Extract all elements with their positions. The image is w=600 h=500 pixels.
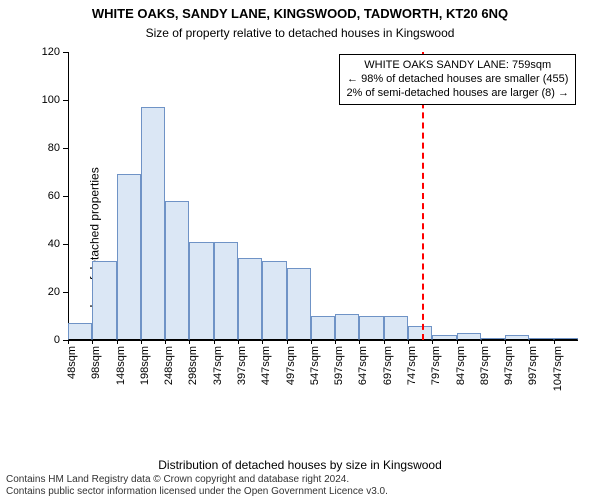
- x-axis: [68, 340, 578, 341]
- x-tick-label: 48sqm: [66, 346, 78, 379]
- x-axis-label: Distribution of detached houses by size …: [0, 458, 600, 472]
- x-tick: [262, 340, 263, 344]
- x-tick: [554, 340, 555, 344]
- histogram-bar: [68, 323, 92, 340]
- x-tick: [92, 340, 93, 344]
- histogram-bar: [359, 316, 383, 340]
- x-tick: [505, 340, 506, 344]
- y-tick-label: 100: [30, 94, 60, 106]
- histogram-bar: [554, 338, 578, 340]
- x-tick-label: 1047sqm: [552, 346, 564, 391]
- x-tick-label: 248sqm: [163, 346, 175, 385]
- annotation-line: 2% of semi-detached houses are larger (8…: [346, 87, 569, 101]
- y-tick-label: 40: [30, 238, 60, 250]
- histogram-bar: [262, 261, 286, 340]
- x-tick: [481, 340, 482, 344]
- chart-subtitle: Size of property relative to detached ho…: [0, 26, 600, 40]
- x-tick-label: 198sqm: [139, 346, 151, 385]
- chart-title: WHITE OAKS, SANDY LANE, KINGSWOOD, TADWO…: [0, 6, 600, 21]
- x-tick-label: 98sqm: [90, 346, 102, 379]
- plot-area: 02040608010012048sqm98sqm148sqm198sqm248…: [68, 48, 578, 396]
- histogram-bar: [505, 335, 529, 340]
- x-tick: [117, 340, 118, 344]
- x-tick: [529, 340, 530, 344]
- x-tick-label: 298sqm: [187, 346, 199, 385]
- x-tick: [408, 340, 409, 344]
- x-tick: [141, 340, 142, 344]
- x-tick-label: 597sqm: [333, 346, 345, 385]
- x-tick: [384, 340, 385, 344]
- histogram-bar: [529, 338, 553, 340]
- histogram-bar: [141, 107, 165, 340]
- x-tick-label: 497sqm: [285, 346, 297, 385]
- x-tick: [189, 340, 190, 344]
- histogram-bar: [189, 242, 213, 340]
- x-tick: [287, 340, 288, 344]
- y-tick: [63, 148, 68, 149]
- x-tick-label: 897sqm: [479, 346, 491, 385]
- x-tick-label: 447sqm: [260, 346, 272, 385]
- x-tick-label: 347sqm: [212, 346, 224, 385]
- x-tick-label: 148sqm: [115, 346, 127, 385]
- y-tick: [63, 52, 68, 53]
- histogram-bar: [335, 314, 359, 340]
- histogram-bar: [92, 261, 116, 340]
- y-tick: [63, 244, 68, 245]
- attribution-text: Contains HM Land Registry data © Crown c…: [6, 474, 594, 498]
- x-tick-label: 847sqm: [455, 346, 467, 385]
- y-tick: [63, 292, 68, 293]
- histogram-bar: [408, 326, 432, 340]
- x-tick: [335, 340, 336, 344]
- y-axis: [68, 52, 69, 340]
- attribution-line: Contains HM Land Registry data © Crown c…: [6, 474, 594, 486]
- histogram-bar: [238, 258, 262, 340]
- histogram-bar: [165, 201, 189, 340]
- annotation-box: WHITE OAKS SANDY LANE: 759sqm← 98% of de…: [339, 54, 576, 105]
- x-tick-label: 547sqm: [309, 346, 321, 385]
- x-tick-label: 397sqm: [236, 346, 248, 385]
- y-tick: [63, 100, 68, 101]
- histogram-bar: [457, 333, 481, 340]
- x-tick: [311, 340, 312, 344]
- annotation-line: WHITE OAKS SANDY LANE: 759sqm: [346, 59, 569, 73]
- x-tick: [359, 340, 360, 344]
- x-tick: [214, 340, 215, 344]
- x-tick: [165, 340, 166, 344]
- histogram-bar: [311, 316, 335, 340]
- y-tick-label: 20: [30, 286, 60, 298]
- x-tick: [457, 340, 458, 344]
- y-tick: [63, 196, 68, 197]
- histogram-bar: [384, 316, 408, 340]
- histogram-bar: [432, 335, 456, 340]
- y-tick-label: 120: [30, 46, 60, 58]
- histogram-bar: [287, 268, 311, 340]
- x-tick-label: 947sqm: [503, 346, 515, 385]
- chart-container: WHITE OAKS, SANDY LANE, KINGSWOOD, TADWO…: [0, 0, 600, 500]
- histogram-bar: [481, 338, 505, 340]
- histogram-bar: [117, 174, 141, 340]
- x-tick-label: 697sqm: [382, 346, 394, 385]
- x-tick-label: 747sqm: [406, 346, 418, 385]
- x-tick-label: 797sqm: [430, 346, 442, 385]
- x-tick: [238, 340, 239, 344]
- attribution-line: Contains public sector information licen…: [6, 486, 594, 498]
- x-tick-label: 997sqm: [527, 346, 539, 385]
- x-tick: [68, 340, 69, 344]
- annotation-line: ← 98% of detached houses are smaller (45…: [346, 73, 569, 87]
- histogram-bar: [214, 242, 238, 340]
- x-tick-label: 647sqm: [357, 346, 369, 385]
- x-tick: [432, 340, 433, 344]
- y-tick-label: 0: [30, 334, 60, 346]
- y-tick-label: 80: [30, 142, 60, 154]
- y-tick-label: 60: [30, 190, 60, 202]
